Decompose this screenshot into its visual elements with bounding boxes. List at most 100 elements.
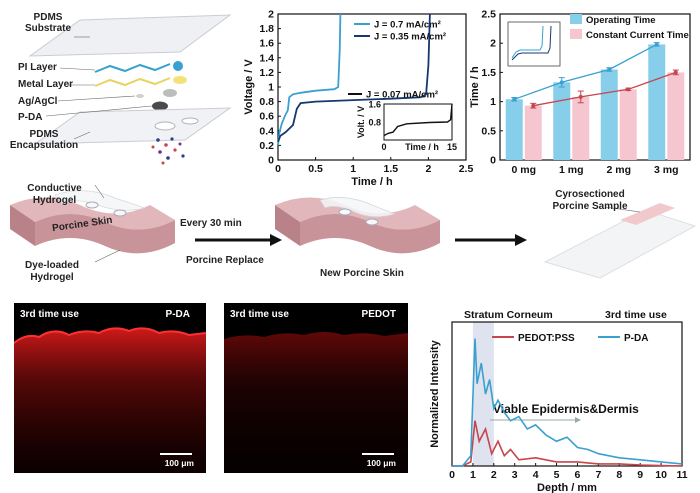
chart2-legend-label: Operating Time — [586, 15, 656, 26]
micrograph-p-da-title: 3rd time use — [20, 309, 79, 320]
label-porcine-replace: Porcine Replace — [186, 255, 264, 266]
chart2-legend-label: Constant Current Time — [586, 30, 689, 41]
chart2-trend-point — [512, 97, 517, 102]
chart1-inset-legend-label: J = 0.07 mA/cm² — [366, 90, 438, 101]
chart2-bar — [648, 44, 666, 161]
arrow-1 — [195, 234, 282, 246]
chart3-title: 3rd time use — [605, 309, 667, 321]
chart2-trend-point — [607, 67, 612, 72]
chart3-xtick-label: 4 — [533, 469, 539, 481]
chart2-trend-line — [533, 71, 677, 107]
chart3-frame — [451, 321, 683, 467]
chart2-legend-swatch — [570, 29, 582, 39]
chart3-xtick-label: 0 — [449, 469, 455, 481]
porcine-skin-piece-1 — [10, 190, 175, 254]
chart3-xtick-label: 7 — [595, 469, 601, 481]
micrograph-pedot-image — [224, 332, 408, 473]
chart1-series-line — [277, 13, 342, 146]
chart3-xtick-label: 11 — [676, 469, 687, 481]
chart1-ytick-label: 1.2 — [259, 67, 274, 79]
chart2-frame — [499, 13, 691, 161]
chart1-ytick-label: 1.4 — [259, 52, 274, 64]
chart1-xtick-label: 2.5 — [459, 163, 474, 175]
label-pdms-encapsulation: PDMS Encapsulation — [9, 129, 79, 151]
label-new-porcine-skin: New Porcine Skin — [320, 268, 404, 279]
chart1-ytick-label: 0.8 — [259, 96, 274, 108]
chart1-legend-label: J = 0.7 mA/cm² — [374, 20, 441, 31]
micrograph-pedot: 3rd time use PEDOT 100 μm — [224, 303, 408, 473]
dye-particles — [151, 137, 185, 165]
label-conductive-hydrogel: Conductive Hydrogel — [27, 183, 82, 206]
chart2-ytick-label: 0.5 — [481, 125, 496, 137]
micrograph-pedot-label: PEDOT — [361, 309, 396, 320]
micrograph-p-da-label: P-DA — [165, 309, 190, 320]
chart3-xtick-label: 2 — [491, 469, 497, 481]
chart1-xtick-label: 0 — [275, 163, 281, 175]
chart2-category-label: 1 mg — [559, 164, 584, 176]
chart3-xlabel: Depth / mm — [537, 482, 597, 493]
micrograph-p-da: 3rd time use P-DA 100 μm — [14, 303, 206, 473]
chart3-annotation-stratum: Stratum Corneum — [464, 309, 553, 321]
chart2-category-label: 2 mg — [606, 164, 631, 176]
chart3-legend-label: PEDOT:PSS — [518, 333, 575, 344]
chart2-trend-point — [559, 80, 564, 85]
chart3-xtick-label: 6 — [575, 469, 581, 481]
chart1-xtick-label: 1.5 — [383, 163, 398, 175]
p-da-layer — [152, 101, 168, 111]
chart2-trend-point — [626, 87, 631, 92]
label-pdms-substrate: PDMS Substrate — [24, 12, 72, 34]
chart1-legend-label: J = 0.35 mA/cm² — [374, 32, 446, 43]
chart3-series-line — [452, 420, 683, 467]
chart1-ytick-label: 2 — [268, 9, 274, 21]
procedure-illustration — [10, 184, 697, 279]
pdms-substrate-layer — [28, 14, 232, 57]
chart3-xtick-label: 3 — [512, 469, 518, 481]
chart2-bar — [505, 99, 523, 160]
chart3-xtick-label: 10 — [655, 469, 667, 481]
chart1-xlabel: Time / h — [351, 176, 393, 188]
chart2-inset-curve — [511, 25, 552, 61]
chart1-ytick-label: 0 — [268, 155, 274, 167]
chart2-trend-line — [514, 43, 658, 100]
cryosection-slide — [543, 203, 697, 279]
chart1-xtick-label: 1 — [350, 163, 356, 175]
chart2-category-label: 0 mg — [511, 164, 536, 176]
label-ag-agcl: Ag/AgCl — [18, 96, 58, 107]
porcine-skin-piece-2 — [275, 197, 440, 254]
chart2-legend-swatch — [570, 14, 582, 24]
chart3-annotation-arrowhead — [575, 417, 581, 423]
chart2-ytick-label: 2 — [490, 38, 496, 50]
label-dye-loaded-hydrogel: Dye-loaded Hydrogel — [25, 260, 79, 283]
chart1-ytick-label: 1.8 — [259, 23, 274, 35]
chart3-xtick-label: 5 — [554, 469, 560, 481]
micrograph-pedot-scale: 100 μm — [366, 458, 396, 468]
chart2-trend-point — [673, 70, 678, 75]
chart3-xtick-label: 1 — [470, 469, 476, 481]
metal-layer — [94, 76, 187, 87]
chart1-inset-series-line — [383, 103, 453, 137]
chart1-ytick-label: 0.2 — [259, 140, 274, 152]
chart2-category-label: 3 mg — [654, 164, 679, 176]
chart2-ytick-label: 1 — [490, 96, 496, 108]
chart1-inset-ytick-label: 1.6 — [368, 100, 381, 110]
chart2-ytick-label: 0 — [490, 155, 496, 167]
chart1-inset-xtick-label: 0 — [381, 142, 386, 152]
chart3-xtick-label: 9 — [637, 469, 643, 481]
chart2-trend-point — [531, 103, 536, 108]
chart2-trend-point — [654, 42, 659, 47]
chart2-bar — [619, 89, 637, 160]
chart2-inset-curve — [511, 25, 544, 59]
label-p-da: P-DA — [18, 112, 43, 123]
label-cyrosectioned-sample: Cyrosectioned Porcine Sample — [552, 189, 628, 212]
chart1-ytick-label: 1.6 — [259, 38, 274, 50]
chart1-ytick-label: 1 — [268, 82, 274, 94]
chart2-bar — [667, 72, 685, 160]
chart1-series-line — [277, 13, 431, 143]
chart1-inset-xtick-label: 15 — [447, 142, 457, 152]
chart1-inset-xlabel: Time / h — [405, 142, 439, 152]
micrograph-pedot-scalebar — [362, 453, 394, 455]
micrograph-p-da-scalebar — [160, 453, 192, 455]
